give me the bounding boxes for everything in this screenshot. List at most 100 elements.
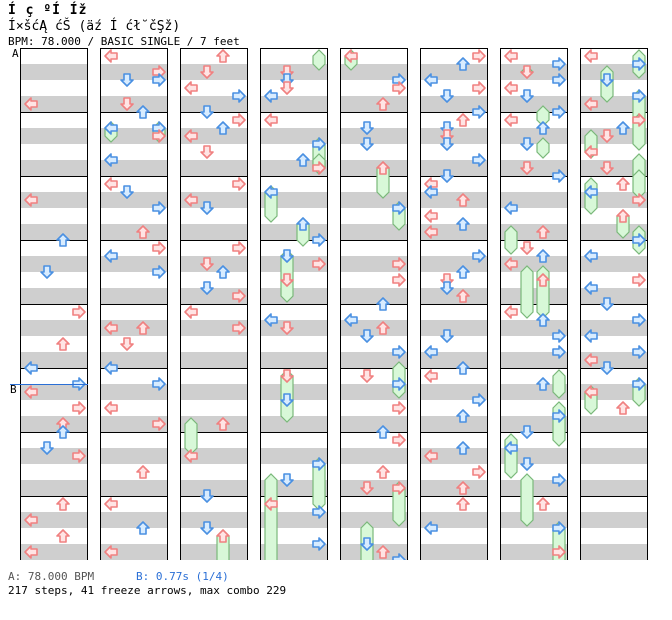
freeze-arrow-up [536, 136, 550, 160]
measure-line [21, 48, 87, 49]
arrow-up [135, 320, 151, 336]
freeze-arrow-down [520, 472, 534, 528]
chart-column-5 [340, 48, 408, 560]
arrow-left [103, 320, 119, 336]
arrow-right [391, 256, 407, 272]
beat-stripe [101, 224, 167, 240]
measure-line [581, 432, 647, 433]
arrow-left [183, 128, 199, 144]
arrow-down-offbeat [279, 248, 295, 264]
arrow-left-offbeat [583, 280, 599, 296]
measure-line [501, 112, 567, 113]
chart-column-1 [20, 48, 88, 560]
beat-stripe [501, 288, 567, 304]
arrow-left [103, 400, 119, 416]
beat-stripe [421, 416, 487, 432]
measure-line [181, 176, 247, 177]
arrow-up-offbeat [55, 232, 71, 248]
chart-column-4 [260, 48, 328, 560]
arrow-up-offbeat [375, 296, 391, 312]
beat-stripe [421, 224, 487, 240]
arrow-right [551, 544, 567, 560]
beat-stripe [501, 64, 567, 80]
measure-line [21, 496, 87, 497]
arrow-right [631, 112, 647, 128]
arrow-up [55, 336, 71, 352]
beat-stripe [21, 352, 87, 368]
beat-stripe [421, 288, 487, 304]
arrow-up [455, 496, 471, 512]
arrow-down [279, 272, 295, 288]
arrow-right-offbeat [391, 376, 407, 392]
arrow-right-offbeat [551, 472, 567, 488]
beat-stripe [581, 160, 647, 176]
beat-stripe [421, 96, 487, 112]
arrow-up [615, 400, 631, 416]
arrow-right [471, 48, 487, 64]
arrow-right [231, 112, 247, 128]
beat-stripe [21, 384, 87, 400]
arrow-up-offbeat [295, 152, 311, 168]
measure-line [581, 304, 647, 305]
measure-line [501, 48, 567, 49]
beat-stripe [181, 384, 247, 400]
measure-line [101, 112, 167, 113]
beat-stripe [101, 544, 167, 560]
arrow-right-offbeat [391, 552, 407, 560]
beat-stripe [501, 512, 567, 528]
measure-line [581, 112, 647, 113]
arrow-up [535, 224, 551, 240]
freeze-arrow-right [632, 168, 646, 200]
arrow-down-offbeat [439, 328, 455, 344]
arrow-left [583, 384, 599, 400]
marker-b-line [10, 384, 88, 385]
arrow-down-offbeat [199, 104, 215, 120]
arrow-up-offbeat [135, 520, 151, 536]
freeze-arrow-up [536, 104, 550, 128]
arrow-down-offbeat [599, 72, 615, 88]
arrow-down-offbeat [199, 520, 215, 536]
arrow-right-offbeat [551, 520, 567, 536]
beat-stripe [101, 320, 167, 336]
beat-stripe [101, 384, 167, 400]
beat-stripe [341, 320, 407, 336]
arrow-up [375, 320, 391, 336]
arrow-left-offbeat [103, 360, 119, 376]
measure-line [261, 48, 327, 49]
beat-stripe [21, 320, 87, 336]
arrow-left-offbeat [423, 344, 439, 360]
arrow-right-offbeat [631, 312, 647, 328]
beat-stripe [181, 192, 247, 208]
beat-stripe [501, 256, 567, 272]
arrow-down-offbeat [39, 440, 55, 456]
arrow-down [359, 480, 375, 496]
beat-stripe [581, 96, 647, 112]
beat-stripe [181, 96, 247, 112]
beat-stripe [341, 64, 407, 80]
arrow-right [631, 192, 647, 208]
arrow-right-offbeat [151, 72, 167, 88]
arrow-up-offbeat [455, 264, 471, 280]
arrow-up [455, 112, 471, 128]
measure-line [181, 368, 247, 369]
arrow-right-offbeat [311, 456, 327, 472]
beat-stripe [181, 160, 247, 176]
arrow-up-offbeat [375, 424, 391, 440]
arrow-right [311, 256, 327, 272]
measure-line [501, 304, 567, 305]
beat-stripe [181, 352, 247, 368]
arrow-down-offbeat [439, 168, 455, 184]
freeze-arrow-left [264, 472, 278, 560]
arrow-left [503, 80, 519, 96]
arrow-right-offbeat [311, 232, 327, 248]
arrow-left-offbeat [423, 520, 439, 536]
beat-stripe [341, 544, 407, 560]
measure-line [181, 304, 247, 305]
beat-stripe [101, 96, 167, 112]
beat-stripe [501, 544, 567, 560]
beat-stripe [341, 128, 407, 144]
beat-stripe [21, 96, 87, 112]
arrow-down-offbeat [199, 280, 215, 296]
arrow-down [119, 336, 135, 352]
arrow-up-offbeat [215, 264, 231, 280]
